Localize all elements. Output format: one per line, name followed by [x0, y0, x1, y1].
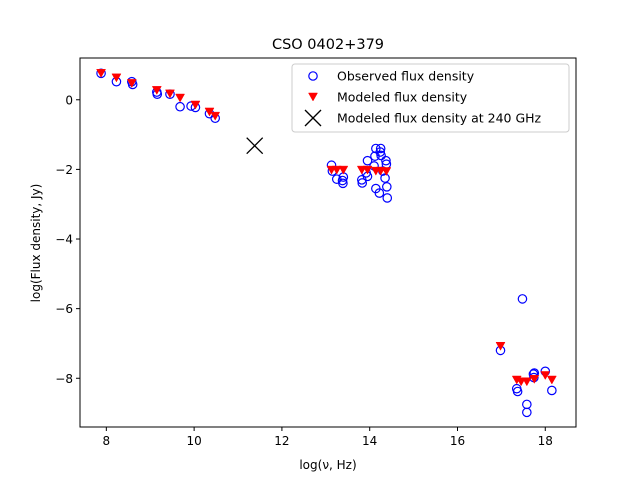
x-axis-label: log(ν, Hz) — [299, 458, 356, 472]
modeled-point — [175, 93, 186, 103]
observed-point — [517, 294, 528, 304]
x-axis: 8 10 12 14 16 18 — [103, 427, 553, 448]
modeled-point — [546, 375, 557, 385]
observed-point — [374, 188, 385, 198]
modeled-point — [540, 371, 551, 380]
x-tick-label: 10 — [186, 434, 201, 448]
modeled-point — [362, 165, 373, 175]
observed-point — [375, 143, 386, 154]
observed-point — [382, 182, 392, 192]
legend-modeled-marker — [308, 92, 318, 102]
legend-observed-label: Observed flux density — [337, 69, 475, 84]
modeled-point — [210, 111, 221, 121]
modeled-240ghz-point — [246, 137, 264, 155]
observed-point — [381, 155, 391, 166]
modeled-point — [338, 165, 349, 175]
modeled-point — [190, 100, 201, 110]
modeled-point — [521, 377, 532, 387]
legend-240ghz-marker — [304, 109, 322, 127]
y-axis: 0 −2 −4 −6 −8 — [55, 93, 80, 386]
y-tick-label: 0 — [65, 93, 73, 107]
modeled-point — [126, 79, 137, 88]
modeled-point — [495, 341, 506, 351]
observed-point — [547, 385, 557, 396]
observed-point — [376, 150, 386, 161]
legend-modeled-label: Modeled flux density — [337, 90, 468, 105]
x-tick-label: 12 — [274, 434, 289, 448]
x-tick-label: 18 — [538, 434, 553, 448]
modeled-point — [381, 167, 392, 176]
modeled-point — [151, 86, 162, 95]
modeled-point — [165, 89, 175, 99]
x-tick-label: 16 — [450, 434, 465, 448]
observed-point — [522, 407, 532, 418]
y-tick-label: −6 — [55, 302, 73, 316]
observed-point — [338, 178, 348, 189]
y-tick-label: −4 — [55, 233, 73, 247]
y-axis-label: log(Flux density, Jy) — [29, 184, 43, 303]
observed-point — [375, 147, 386, 157]
modeled-point — [331, 165, 342, 175]
x-tick-label: 8 — [103, 434, 111, 448]
modeled-point — [529, 375, 540, 384]
legend-240ghz-label: Modeled flux density at 240 GHz — [337, 111, 542, 126]
x-tick-label: 14 — [362, 434, 377, 448]
legend: Observed flux density Modeled flux densi… — [291, 63, 570, 133]
y-tick-label: −2 — [55, 163, 73, 177]
plot-frame — [79, 57, 577, 428]
y-tick-label: −8 — [55, 372, 73, 386]
observed-point — [382, 193, 393, 203]
chart-title: CSO 0402+379 — [272, 37, 384, 53]
modeled-point — [111, 73, 122, 83]
observed-point — [362, 155, 373, 166]
legend-observed-marker — [308, 71, 318, 81]
observed-point — [380, 173, 390, 183]
observed-point — [357, 178, 368, 188]
modeled-point — [96, 69, 106, 78]
observed-point — [512, 386, 523, 397]
legend-box — [291, 63, 570, 133]
data-marks — [96, 68, 557, 418]
